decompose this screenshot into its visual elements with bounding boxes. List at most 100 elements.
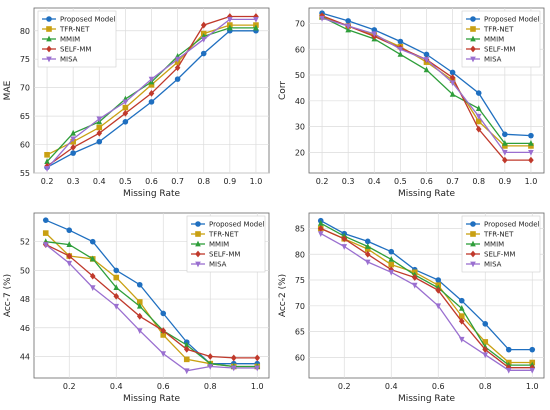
data-point — [136, 302, 143, 309]
x-tick-label: 0.2 — [63, 382, 76, 391]
series-line — [320, 220, 533, 351]
data-point — [122, 109, 129, 117]
data-point — [183, 341, 190, 348]
data-point — [122, 118, 129, 125]
data-point — [502, 139, 508, 146]
legend-marker — [46, 16, 52, 22]
data-point — [160, 327, 167, 335]
data-point — [529, 367, 536, 374]
y-tick-label: 70 — [295, 19, 305, 28]
series-proposed-model — [42, 217, 261, 367]
data-point — [458, 336, 465, 343]
data-point — [148, 89, 155, 97]
legend-marker — [470, 56, 476, 63]
data-point — [475, 118, 482, 125]
series-line — [320, 227, 533, 369]
data-point — [96, 129, 103, 137]
data-point — [371, 31, 378, 38]
data-point — [449, 69, 456, 76]
data-point — [345, 18, 351, 24]
y-tick-label: 80 — [20, 27, 30, 36]
series-line — [45, 219, 258, 365]
data-point — [136, 312, 143, 320]
data-point — [435, 277, 442, 283]
x-tick-label: 0.2 — [316, 177, 329, 186]
data-point — [136, 299, 143, 305]
x-tick-label: 0.6 — [420, 177, 433, 186]
data-point — [341, 235, 348, 243]
data-point — [160, 310, 167, 317]
x-tick-label: 0.8 — [479, 382, 492, 391]
data-point — [449, 90, 456, 97]
y-tick-label: 20 — [295, 148, 305, 157]
data-point — [505, 346, 512, 353]
y-tick-label: 75 — [295, 276, 305, 285]
y-tick-label: 48 — [20, 295, 30, 304]
legend-label: SELF-MM — [484, 251, 515, 259]
data-point — [200, 21, 207, 29]
data-point — [183, 345, 190, 353]
series-line — [320, 227, 533, 364]
legend-marker — [195, 231, 201, 237]
data-point — [458, 313, 465, 319]
y-tick-label: 40 — [295, 97, 305, 106]
data-point — [207, 353, 214, 360]
legend-marker — [195, 261, 201, 268]
data-point — [317, 225, 324, 232]
data-point — [502, 156, 508, 164]
data-point — [183, 356, 190, 363]
data-point — [253, 13, 259, 20]
series-mmim — [42, 238, 261, 369]
legend-marker — [470, 16, 476, 22]
legend-marker — [470, 231, 476, 237]
x-tick-label: 0.4 — [93, 177, 106, 186]
x-tick-label: 0.3 — [342, 177, 355, 186]
legend: Proposed Model TFR-NET MMIM SELF-MM MISA — [461, 215, 541, 273]
x-tick-label: 0.8 — [204, 382, 217, 391]
legend-marker — [195, 250, 201, 258]
x-axis-label: Missing Rate — [398, 189, 456, 199]
data-point — [482, 321, 489, 327]
series-line — [45, 244, 258, 359]
y-axis-label: Acc-7 (%) — [3, 274, 13, 317]
data-point — [136, 281, 143, 288]
data-point — [183, 368, 190, 375]
data-point — [528, 156, 534, 164]
data-point — [475, 90, 482, 96]
data-point — [70, 129, 76, 136]
y-tick-label: 50 — [20, 266, 30, 275]
legend-marker — [46, 56, 52, 63]
data-point — [89, 238, 96, 245]
series-misa — [317, 231, 536, 374]
data-point — [66, 260, 73, 267]
y-tick-label: 85 — [295, 224, 305, 233]
y-axis-label: Corr — [278, 81, 288, 100]
legend-label: TFR-NET — [483, 26, 514, 34]
data-point — [70, 136, 76, 143]
x-tick-label: 0.6 — [145, 177, 158, 186]
x-tick-label: 0.7 — [171, 177, 184, 186]
data-point — [42, 230, 49, 236]
legend-label: TFR-NET — [208, 231, 239, 239]
x-axis-label: Missing Rate — [123, 394, 181, 404]
data-point — [44, 158, 50, 165]
chart-corr: 0.2 0.3 0.4 0.5 0.6 0.7 0.8 0.9 1.0 20 30 40 50 60 70 M… — [278, 7, 545, 199]
data-point — [397, 38, 404, 45]
data-point — [449, 74, 456, 82]
y-axis-label: Acc-2 (%) — [278, 274, 288, 317]
data-point — [423, 66, 430, 73]
legend-marker — [470, 35, 476, 42]
x-tick-label: 0.9 — [498, 177, 511, 186]
data-point — [230, 354, 237, 362]
data-point — [44, 151, 50, 158]
data-point — [254, 354, 261, 362]
data-point — [200, 50, 207, 57]
legend-marker — [46, 35, 52, 42]
data-point — [44, 166, 50, 172]
legend-label: TFR-NET — [483, 231, 514, 239]
x-tick-label: 1.0 — [250, 177, 263, 186]
legend-marker — [195, 240, 201, 247]
data-point — [458, 304, 465, 311]
legend-label: SELF-MM — [484, 46, 515, 54]
data-point — [528, 139, 534, 146]
